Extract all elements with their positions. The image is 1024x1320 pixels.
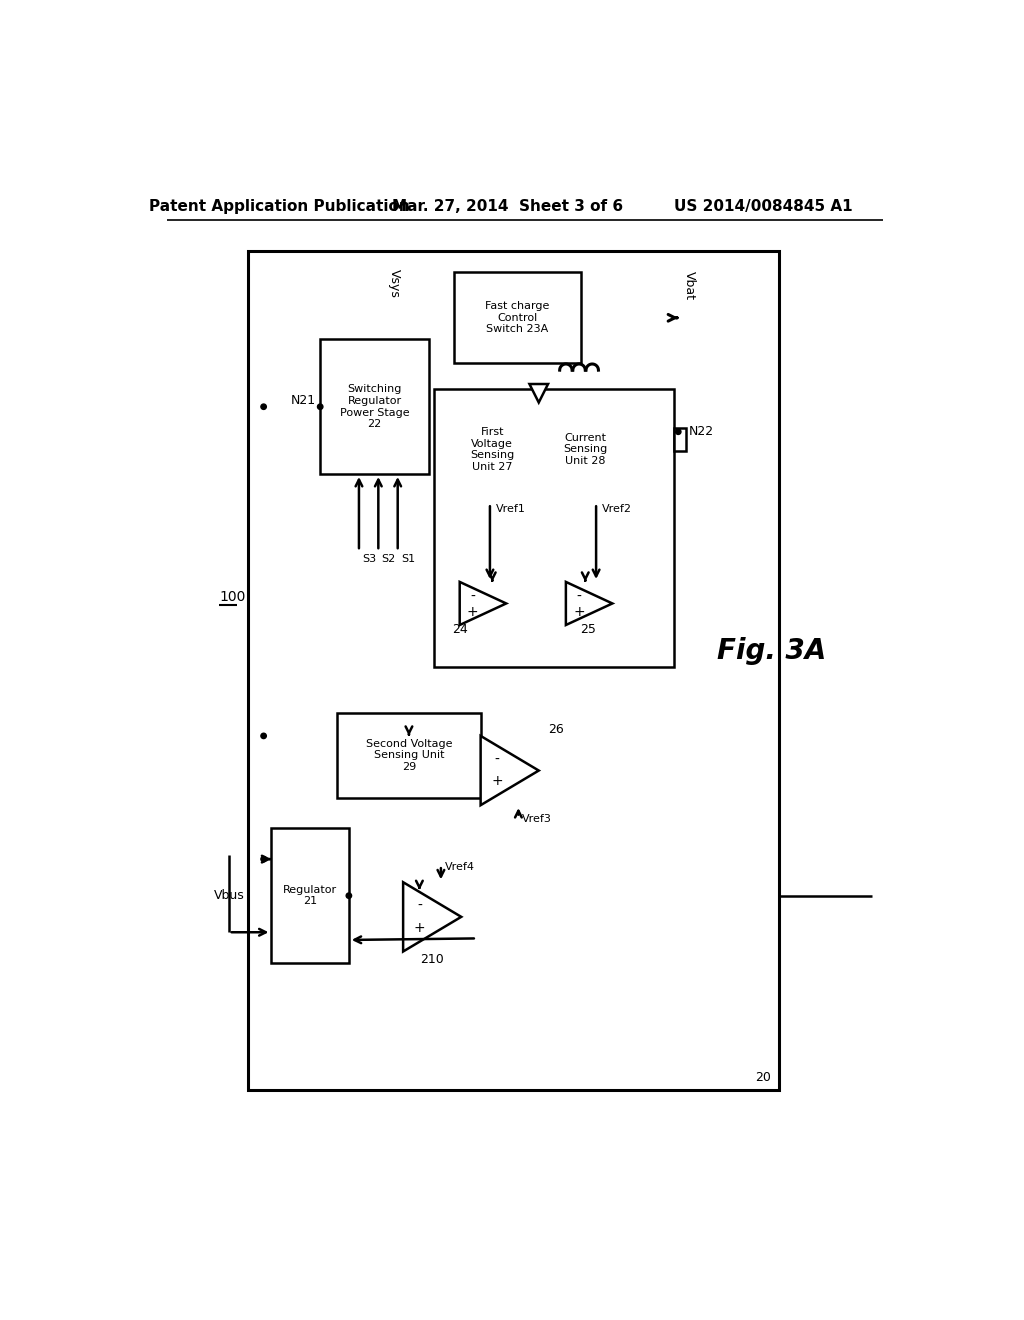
Text: -: - [577, 590, 582, 603]
Text: S1: S1 [400, 554, 415, 564]
Bar [675, 428, 686, 451]
Bar [271, 829, 349, 964]
Bar [450, 404, 535, 495]
Text: S3: S3 [362, 554, 376, 564]
Bar [337, 713, 480, 797]
Text: First
Voltage
Sensing
Unit 27: First Voltage Sensing Unit 27 [470, 428, 514, 471]
Bar [454, 272, 582, 363]
Text: -: - [470, 590, 475, 603]
Bar [434, 389, 675, 667]
Text: Regulator
21: Regulator 21 [283, 884, 337, 907]
Text: Current
Sensing
Unit 28: Current Sensing Unit 28 [563, 433, 607, 466]
Text: 20: 20 [756, 1071, 771, 1084]
Text: +: + [414, 920, 425, 935]
Text: N22: N22 [689, 425, 714, 438]
Text: Vref3: Vref3 [522, 814, 552, 824]
Bar [321, 339, 429, 474]
Circle shape [261, 857, 266, 862]
Circle shape [317, 404, 323, 409]
Circle shape [261, 404, 266, 409]
Text: Patent Application Publication: Patent Application Publication [148, 198, 410, 214]
Text: +: + [573, 605, 585, 619]
Text: 26: 26 [548, 723, 564, 737]
Text: +: + [492, 775, 503, 788]
Text: Vref1: Vref1 [496, 504, 526, 513]
Text: 210: 210 [420, 953, 444, 966]
Text: Vbat: Vbat [683, 271, 695, 300]
Text: Switching
Regulator
Power Stage
22: Switching Regulator Power Stage 22 [340, 384, 410, 429]
Bar [543, 404, 628, 495]
Polygon shape [460, 582, 506, 626]
Polygon shape [480, 737, 539, 805]
Text: Vref4: Vref4 [444, 862, 475, 871]
Polygon shape [566, 582, 612, 626]
Text: +: + [467, 605, 478, 619]
Text: Mar. 27, 2014  Sheet 3 of 6: Mar. 27, 2014 Sheet 3 of 6 [392, 198, 624, 214]
Circle shape [261, 733, 266, 739]
Text: Vref2: Vref2 [602, 504, 632, 513]
Text: 25: 25 [580, 623, 596, 636]
Text: N21: N21 [291, 395, 315, 407]
Text: 24: 24 [452, 623, 468, 636]
Text: 100: 100 [219, 590, 246, 605]
Circle shape [676, 429, 681, 434]
Polygon shape [529, 384, 548, 403]
Text: Fast charge
Control
Switch 23A: Fast charge Control Switch 23A [485, 301, 550, 334]
Text: -: - [417, 899, 422, 913]
Text: Vsys: Vsys [388, 269, 401, 297]
Text: -: - [495, 752, 500, 767]
Circle shape [346, 892, 351, 899]
Text: S2: S2 [381, 554, 395, 564]
Polygon shape [403, 882, 461, 952]
Text: US 2014/0084845 A1: US 2014/0084845 A1 [674, 198, 853, 214]
Bar [248, 251, 779, 1090]
Text: Second Voltage
Sensing Unit
29: Second Voltage Sensing Unit 29 [366, 739, 453, 772]
Text: Fig. 3A: Fig. 3A [717, 638, 826, 665]
Text: Vbus: Vbus [213, 890, 245, 902]
